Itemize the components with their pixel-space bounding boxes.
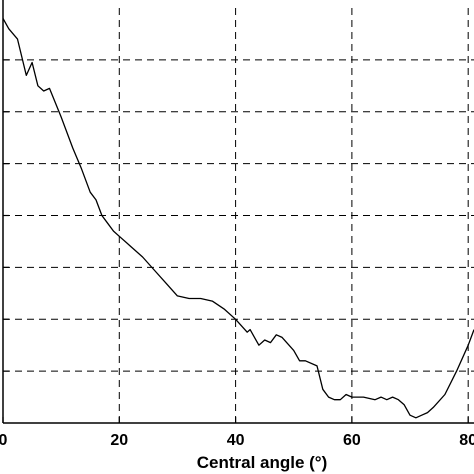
x-ticks: 0 20 40 60 80 — [0, 59, 474, 449]
x-tick-label-2: 40 — [227, 432, 245, 449]
x-tick-label-4: 80 — [459, 432, 474, 449]
x-tick-label-3: 60 — [343, 432, 361, 449]
series — [2, 18, 474, 419]
x-tick-label-0: 0 — [0, 432, 8, 449]
grid — [3, 8, 474, 423]
axes — [2, 0, 474, 424]
series-line-0 — [2, 18, 474, 419]
x-tick-label-1: 20 — [110, 432, 128, 449]
x-axis-title: Central angle (°) — [197, 453, 328, 472]
